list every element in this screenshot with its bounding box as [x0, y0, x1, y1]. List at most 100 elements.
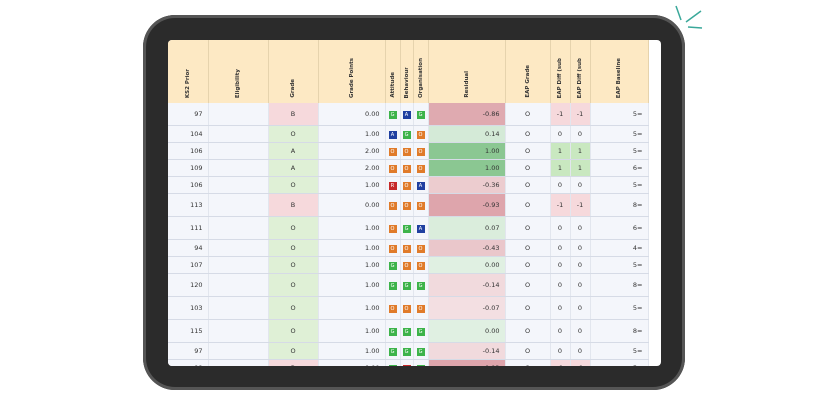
eligibility — [208, 216, 269, 240]
eap-diff: 0 — [570, 256, 591, 274]
badge-cell: O — [385, 239, 401, 257]
eligibility — [208, 319, 269, 343]
residual: 0.00 — [428, 256, 506, 274]
header-text: EAP Diff (sub — [577, 57, 583, 98]
ks2-prior: 107 — [168, 256, 209, 274]
status-badge: O — [416, 130, 425, 139]
grade: B — [268, 359, 319, 366]
ks2-prior: 97 — [168, 342, 209, 360]
badge-cell: O — [400, 256, 414, 274]
residual: 1.00 — [428, 159, 506, 177]
residual: 1.00 — [428, 142, 506, 160]
status-badge: R — [402, 364, 411, 366]
eap-baseline: 5= — [590, 342, 649, 360]
status-badge: G — [388, 110, 397, 119]
eap-diff: 0 — [550, 296, 571, 320]
header-text: EAP Grade — [524, 65, 531, 98]
status-badge: G — [402, 281, 411, 290]
eap-grade: O — [505, 319, 551, 343]
eap-baseline: 8= — [590, 319, 649, 343]
residual: -0.14 — [428, 273, 506, 297]
badge-cell: G — [400, 216, 414, 240]
eap-grade: O — [505, 103, 551, 126]
residual: -0.86 — [428, 103, 506, 126]
ks2-prior: 106 — [168, 176, 209, 194]
eap-diff: -1 — [570, 359, 591, 366]
status-badge: G — [388, 347, 397, 356]
badge-cell: O — [400, 159, 414, 177]
badge-cell: G — [400, 273, 414, 297]
status-badge: O — [402, 164, 411, 173]
grade: O — [268, 342, 319, 360]
badge-cell: A — [400, 103, 414, 126]
status-badge: G — [416, 327, 425, 336]
header-text: Behaviour — [403, 66, 410, 98]
status-badge: O — [402, 304, 411, 313]
status-badge: G — [388, 281, 397, 290]
eligibility — [208, 273, 269, 297]
status-badge: O — [416, 147, 425, 156]
eap-diff: 0 — [570, 342, 591, 360]
eap-grade: O — [505, 296, 551, 320]
grade-points: 2.00 — [318, 142, 386, 160]
status-badge: G — [402, 224, 411, 233]
badge-cell: G — [413, 342, 429, 360]
badge-cell: O — [413, 159, 429, 177]
badge-cell: A — [385, 125, 401, 143]
badge-cell: A — [413, 216, 429, 240]
eligibility — [208, 176, 269, 194]
badge-cell: O — [385, 193, 401, 217]
table-row: 113 B 0.00 O O O -0.93 O -1 -1 8= — [168, 193, 649, 217]
ks2-prior: 104 — [168, 125, 209, 143]
ks2-prior: 97 — [168, 103, 209, 126]
header-row: KS2 Prior Eligibility Grade Grade Points Att… — [168, 40, 649, 103]
header-text: Grade Points — [348, 57, 355, 98]
grade: B — [268, 103, 319, 126]
eap-baseline: 4= — [590, 239, 649, 257]
status-badge: O — [416, 304, 425, 313]
eap-diff: 0 — [570, 216, 591, 240]
grade: O — [268, 176, 319, 194]
grade: O — [268, 273, 319, 297]
status-badge: G — [416, 110, 425, 119]
badge-cell: R — [385, 176, 401, 194]
badge-cell: G — [413, 319, 429, 343]
grade-points: 1.00 — [318, 176, 386, 194]
eap-grade: O — [505, 256, 551, 274]
ks2-prior: 120 — [168, 273, 209, 297]
ks2-prior: 106 — [168, 142, 209, 160]
badge-cell: G — [413, 273, 429, 297]
grade: A — [268, 142, 319, 160]
status-badge: G — [402, 347, 411, 356]
table-row: 104 O 1.00 A G O 0.14 O 0 0 5= — [168, 125, 649, 143]
eap-diff: 1 — [550, 142, 571, 160]
grade-points: 2.00 — [318, 159, 386, 177]
grade: O — [268, 239, 319, 257]
column-header: Grade — [268, 40, 319, 103]
screen: KS2 Prior Eligibility Grade Grade Points Att… — [168, 40, 661, 366]
status-badge: A — [388, 130, 397, 139]
eap-grade: O — [505, 239, 551, 257]
eap-diff: 0 — [550, 239, 571, 257]
grade-points: 0.00 — [318, 103, 386, 126]
residual: -0.93 — [428, 193, 506, 217]
badge-cell: O — [400, 142, 414, 160]
status-badge: O — [388, 164, 397, 173]
badge-cell: G — [385, 319, 401, 343]
table-row: 115 O 1.00 G G G 0.00 O 0 0 8= — [168, 319, 649, 343]
eap-diff: 1 — [570, 142, 591, 160]
table-row: 111 O 1.00 O G A 0.07 O 0 0 6= — [168, 216, 649, 240]
status-badge: R — [388, 181, 397, 190]
eap-grade: O — [505, 273, 551, 297]
table-row: 106 A 2.00 O O O 1.00 O 1 1 5= — [168, 142, 649, 160]
eap-grade: O — [505, 193, 551, 217]
eap-diff: 0 — [570, 239, 591, 257]
residual: 0.14 — [428, 125, 506, 143]
status-badge: O — [402, 244, 411, 253]
residual: -0.14 — [428, 342, 506, 360]
grade: B — [268, 193, 319, 217]
eap-diff: 1 — [550, 159, 571, 177]
eap-baseline: 5= — [590, 103, 649, 126]
eap-diff: -1 — [570, 193, 591, 217]
